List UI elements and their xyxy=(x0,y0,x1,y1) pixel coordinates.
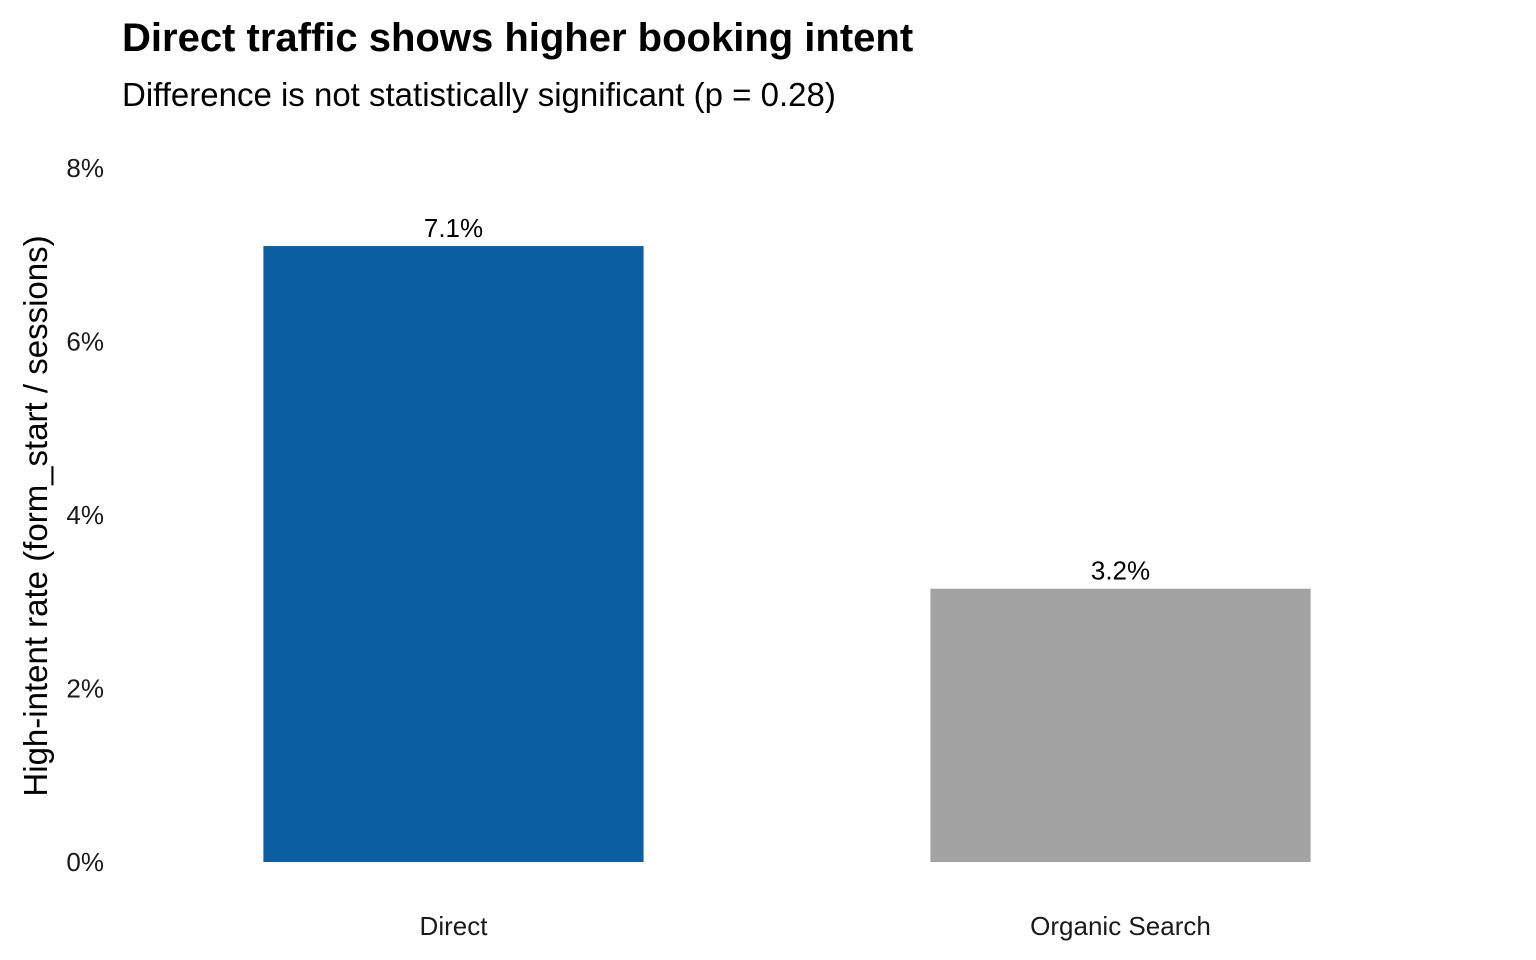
bar-direct xyxy=(263,246,644,862)
y-tick-label: 6% xyxy=(66,327,104,357)
y-tick-label: 0% xyxy=(66,847,104,877)
y-tick-label: 2% xyxy=(66,674,104,704)
y-axis-title: High-intent rate (form_start / sessions) xyxy=(17,235,54,796)
data-label: 3.2% xyxy=(1091,556,1150,586)
y-tick-label: 4% xyxy=(66,500,104,530)
x-tick-label: Organic Search xyxy=(1030,911,1211,941)
x-axis-ticks: Direct Organic Search xyxy=(420,911,1211,941)
data-labels: 7.1% 3.2% xyxy=(424,213,1150,586)
data-label: 7.1% xyxy=(424,213,483,243)
y-tick-label: 8% xyxy=(66,153,104,183)
x-tick-label: Direct xyxy=(420,911,489,941)
y-axis-ticks: 0% 2% 4% 6% 8% xyxy=(66,153,104,877)
bar-organic-search xyxy=(930,588,1311,862)
chart-subtitle: Difference is not statistically signific… xyxy=(122,76,836,113)
bars xyxy=(263,246,1311,862)
chart-title: Direct traffic shows higher booking inte… xyxy=(122,16,913,60)
